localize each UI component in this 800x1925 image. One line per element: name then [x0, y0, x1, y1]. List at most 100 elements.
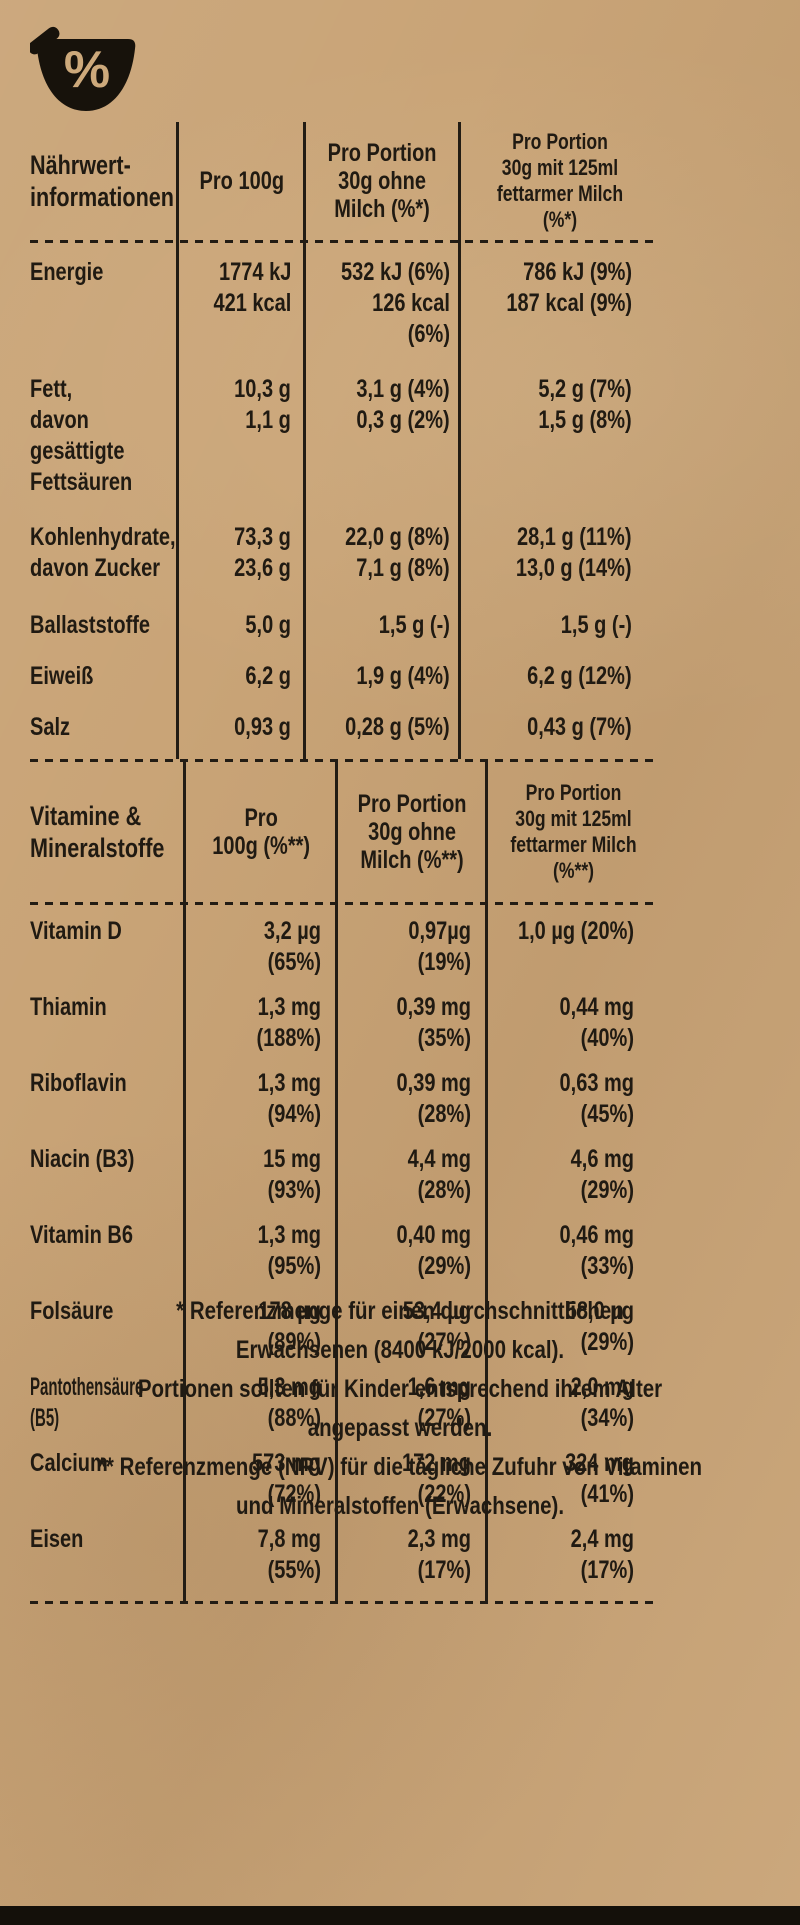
- column-divider: [335, 762, 338, 1601]
- value-per-portion: 1,5 g (-): [378, 611, 450, 639]
- table-row-fett: Fett, davon gesättigte Fettsäuren 10,3 g…: [30, 362, 660, 510]
- table-row-salz: Salz 0,93 g 0,28 g (5%) 0,43 g (7%): [30, 702, 660, 759]
- table-row-pantothensaeure: Pantothensäure (B5) 5,3 mg (88%) 1,6 mg …: [30, 1365, 660, 1441]
- table-row-niacin: Niacin (B3) 15 mg (93%) 4,4 mg (28%) 4,6…: [30, 1137, 660, 1213]
- row-label: Folsäure: [30, 1297, 114, 1325]
- table-row-vitamin-b6: Vitamin B6 1,3 mg (95%) 0,40 mg (29%) 0,…: [30, 1213, 660, 1289]
- value-per-100g: 10,3 g 1,1 g: [234, 375, 291, 434]
- vitamins-header-row: Vitamine & Mineralstoffe Pro 100g (%**) …: [30, 762, 660, 902]
- value-with-milk: 1,5 g (-): [560, 611, 632, 639]
- row-label: Vitamin B6: [30, 1221, 133, 1249]
- table-row-eiweiss: Eiweiß 6,2 g 1,9 g (4%) 6,2 g (12%): [30, 651, 660, 702]
- value-with-milk: 0,44 mg (40%): [559, 993, 634, 1052]
- column-divider: [303, 122, 306, 759]
- row-label: Fett, davon gesättigte Fettsäuren: [30, 375, 133, 496]
- row-label: Vitamin D: [30, 917, 122, 945]
- header-per-portion: Pro Portion 30g ohne Milch (%**): [357, 790, 467, 874]
- header-per-100g: Pro 100g: [199, 166, 284, 195]
- value-per-portion: 1,9 g (4%): [356, 662, 450, 690]
- row-label: Niacin (B3): [30, 1145, 135, 1173]
- value-per-100g: 15 mg (93%): [263, 1145, 321, 1204]
- value-with-milk: 2,4 mg (17%): [570, 1525, 634, 1584]
- table-row-energie: Energie 1774 kJ 421 kcal 532 kJ (6%) 126…: [30, 243, 660, 362]
- table-row-eisen: Eisen 7,8 mg (55%) 2,3 mg (17%) 2,4 mg (…: [30, 1517, 660, 1601]
- column-divider: [458, 122, 461, 759]
- table-row-folsaeure: Folsäure 178 µg (89%) 53,4 µg (27%) 58,0…: [30, 1289, 660, 1365]
- value-per-portion: 53,4 µg (27%): [402, 1297, 471, 1356]
- value-per-portion: 0,40 mg (29%): [396, 1221, 471, 1280]
- bowl-icon-graphic: %: [27, 26, 136, 111]
- row-label: Energie: [30, 258, 104, 286]
- value-per-portion: 532 kJ (6%) 126 kcal (6%): [341, 258, 450, 348]
- column-divider: [485, 762, 488, 1601]
- table-row-thiamin: Thiamin 1,3 mg (188%) 0,39 mg (35%) 0,44…: [30, 985, 660, 1061]
- percent-bowl-icon: %: [27, 26, 142, 118]
- header-per-100g: Pro 100g (%**): [212, 804, 310, 860]
- value-with-milk: 28,1 g (11%) 13,0 g (14%): [516, 523, 632, 582]
- row-label: Riboflavin: [30, 1069, 127, 1097]
- table-row-riboflavin: Riboflavin 1,3 mg (94%) 0,39 mg (28%) 0,…: [30, 1061, 660, 1137]
- nutrition-header-row: Nährwert- informationen Pro 100g Pro Por…: [30, 122, 660, 240]
- value-per-100g: 73,3 g 23,6 g: [234, 523, 291, 582]
- table-row-calcium: Calcium 573 mg (72%) 172 mg (22%) 324 mg…: [30, 1441, 660, 1517]
- header-with-milk: Pro Portion 30g mit 125ml fettarmer Milc…: [510, 780, 637, 883]
- nutrition-title: Nährwert- informationen: [30, 150, 174, 212]
- value-with-milk: 5,2 g (7%) 1,5 g (8%): [538, 375, 632, 434]
- percent-symbol: %: [64, 41, 110, 99]
- value-per-portion: 2,3 mg (17%): [407, 1525, 471, 1584]
- value-per-100g: 5,3 mg (88%): [257, 1373, 321, 1432]
- footnote-children-portions: Portionen sollten für Kinder entsprechen…: [137, 1375, 663, 1442]
- value-per-portion: 0,97µg (19%): [408, 917, 471, 976]
- nutrition-table: Nährwert- informationen Pro 100g Pro Por…: [30, 122, 660, 1604]
- bowl-shape: [36, 39, 136, 111]
- table-row-vitamin-d: Vitamin D 3,2 µg (65%) 0,97µg (19%) 1,0 …: [30, 905, 660, 985]
- value-with-milk: 1,0 µg (20%): [517, 917, 634, 945]
- row-divider: [30, 240, 660, 243]
- column-divider: [183, 762, 186, 1601]
- value-per-100g: 573 mg (72%): [252, 1449, 321, 1508]
- value-per-100g: 6,2 g: [245, 662, 291, 690]
- value-with-milk: 0,46 mg (33%): [559, 1221, 634, 1280]
- table-row-ballaststoffe: Ballaststoffe 5,0 g 1,5 g (-) 1,5 g (-): [30, 598, 660, 651]
- value-per-100g: 1,3 mg (94%): [257, 1069, 321, 1128]
- value-per-100g: 3,2 µg (65%): [263, 917, 321, 976]
- value-per-portion: 0,28 g (5%): [345, 713, 450, 741]
- section-divider: [30, 759, 660, 762]
- vitamins-section: Vitamine & Mineralstoffe Pro 100g (%**) …: [30, 762, 660, 1601]
- nutrition-section: Nährwert- informationen Pro 100g Pro Por…: [30, 122, 660, 759]
- package-edge-bar: [0, 1906, 800, 1925]
- footnote-reference-amount: * Referenzmenge für einen durchschnittli…: [176, 1297, 624, 1364]
- value-per-100g: 0,93 g: [234, 713, 291, 741]
- value-with-milk: 0,43 g (7%): [527, 713, 632, 741]
- table-row-kohlenhydrate: Kohlenhydrate, davon Zucker 73,3 g 23,6 …: [30, 510, 660, 598]
- row-label: Calcium: [30, 1449, 108, 1477]
- value-per-100g: 178 µg (89%): [258, 1297, 321, 1356]
- value-per-100g: 5,0 g: [245, 611, 291, 639]
- value-with-milk: 324 mg (41%): [565, 1449, 634, 1508]
- vitamins-title: Vitamine & Mineralstoffe: [30, 801, 165, 863]
- header-per-portion: Pro Portion 30g ohne Milch (%*): [328, 139, 437, 223]
- value-per-portion: 1,6 mg (27%): [407, 1373, 471, 1432]
- value-with-milk: 6,2 g (12%): [527, 662, 632, 690]
- row-label: Thiamin: [30, 993, 107, 1021]
- value-with-milk: 2,0 mg (34%): [570, 1373, 634, 1432]
- row-label: Eisen: [30, 1525, 84, 1553]
- footnote-nrv: ** Referenzmenge (NRV) für die tägliche …: [97, 1453, 703, 1520]
- row-label: Eiweiß: [30, 662, 94, 690]
- value-with-milk: 786 kJ (9%) 187 kcal (9%): [506, 258, 632, 317]
- row-divider: [30, 902, 660, 905]
- row-label: Salz: [30, 713, 71, 741]
- value-per-portion: 3,1 g (4%) 0,3 g (2%): [356, 375, 450, 434]
- value-with-milk: 58,0 µg (29%): [565, 1297, 634, 1356]
- table-bottom-divider: [30, 1601, 660, 1604]
- value-per-portion: 0,39 mg (35%): [396, 993, 471, 1052]
- value-per-100g: 1,3 mg (95%): [257, 1221, 321, 1280]
- footnotes: * Referenzmenge für einen durchschnittli…: [0, 1292, 800, 1526]
- column-divider: [176, 122, 179, 759]
- row-label: Ballaststoffe: [30, 611, 151, 639]
- value-per-portion: 0,39 mg (28%): [396, 1069, 471, 1128]
- value-per-portion: 172 mg (22%): [402, 1449, 471, 1508]
- value-per-100g: 1,3 mg (188%): [256, 993, 321, 1052]
- value-per-portion: 4,4 mg (28%): [407, 1145, 471, 1204]
